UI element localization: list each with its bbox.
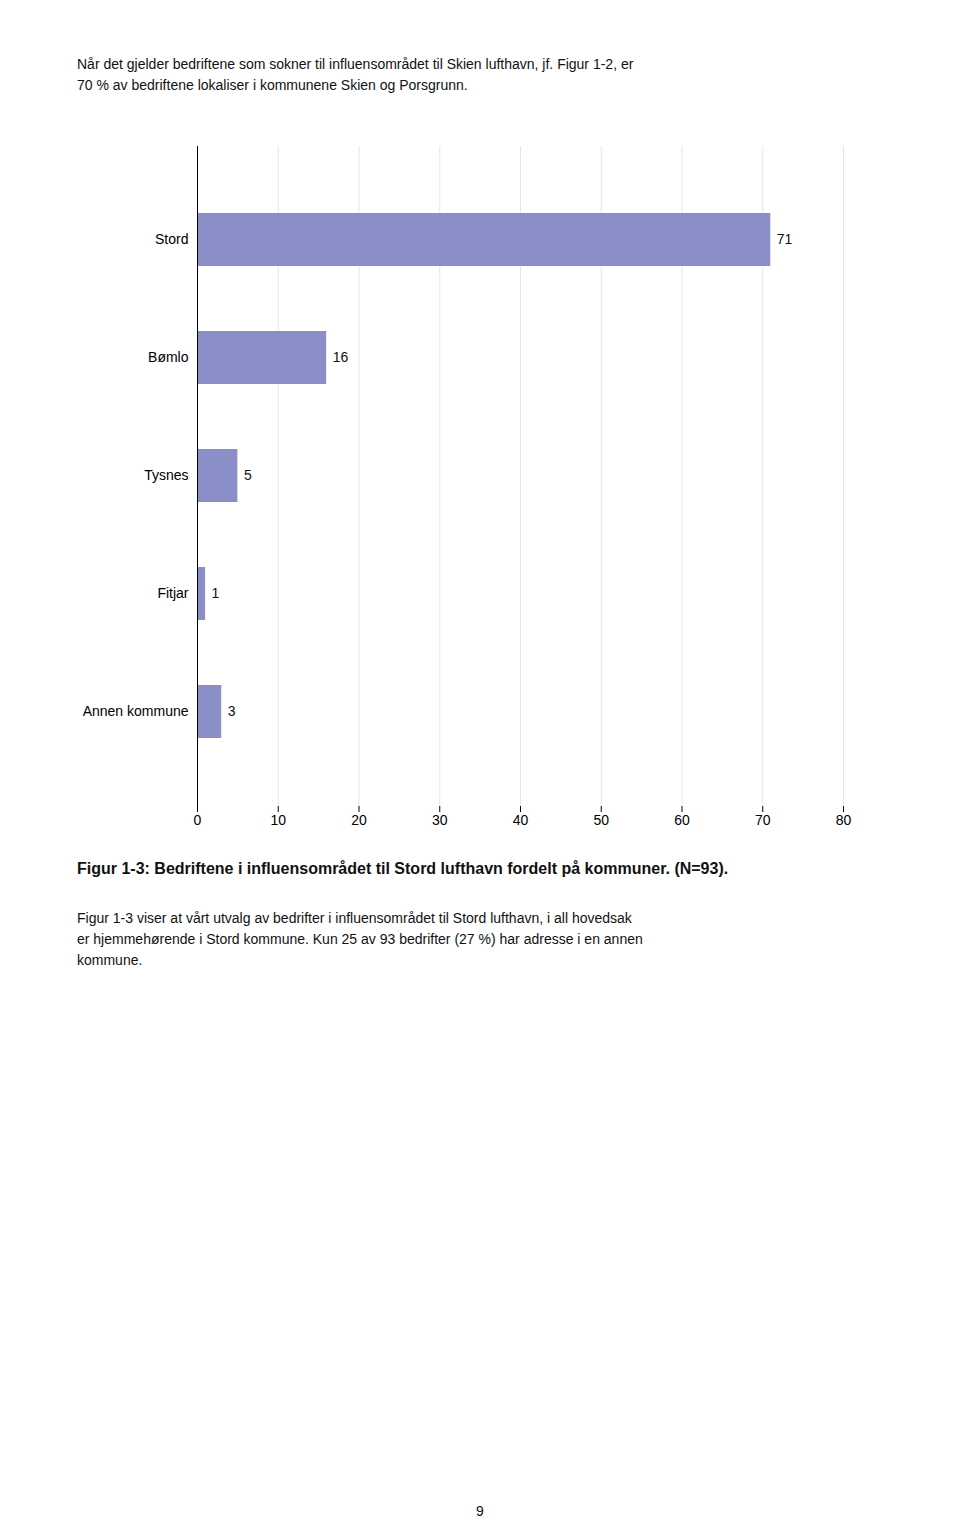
svg-text:1: 1 <box>212 585 220 601</box>
svg-text:Fitjar: Fitjar <box>157 585 188 601</box>
svg-text:Tysnes: Tysnes <box>144 467 188 483</box>
html-text:Når det gjelder bedriftene som: Når det gjelder bedriftene som sokner ti… <box>77 56 634 93</box>
svg-text:60: 60 <box>674 812 690 828</box>
html-text:Figur 1-3: Bedriftene i influe: Figur 1-3: Bedriftene i influensområdet … <box>77 860 729 877</box>
svg-text:Stord: Stord <box>155 231 188 247</box>
svg-text:71: 71 <box>777 231 793 247</box>
svg-text:10: 10 <box>270 812 286 828</box>
svg-text:3: 3 <box>228 703 236 719</box>
svg-text:40: 40 <box>513 812 529 828</box>
svg-text:Annen kommune: Annen kommune <box>83 703 189 719</box>
svg-text:0: 0 <box>194 812 202 828</box>
svg-text:80: 80 <box>836 812 852 828</box>
svg-text:16: 16 <box>333 349 349 365</box>
svg-text:5: 5 <box>244 467 252 483</box>
svg-text:50: 50 <box>593 812 609 828</box>
svg-text:70: 70 <box>755 812 771 828</box>
html-text:Figur 1-3 viser at vårt utvalg: Figur 1-3 viser at vårt utvalg av bedrif… <box>77 910 643 968</box>
svg-text:Bømlo: Bømlo <box>148 349 189 365</box>
svg-text:20: 20 <box>351 812 367 828</box>
html-text:9: 9 <box>476 1503 484 1519</box>
svg-text:30: 30 <box>432 812 448 828</box>
